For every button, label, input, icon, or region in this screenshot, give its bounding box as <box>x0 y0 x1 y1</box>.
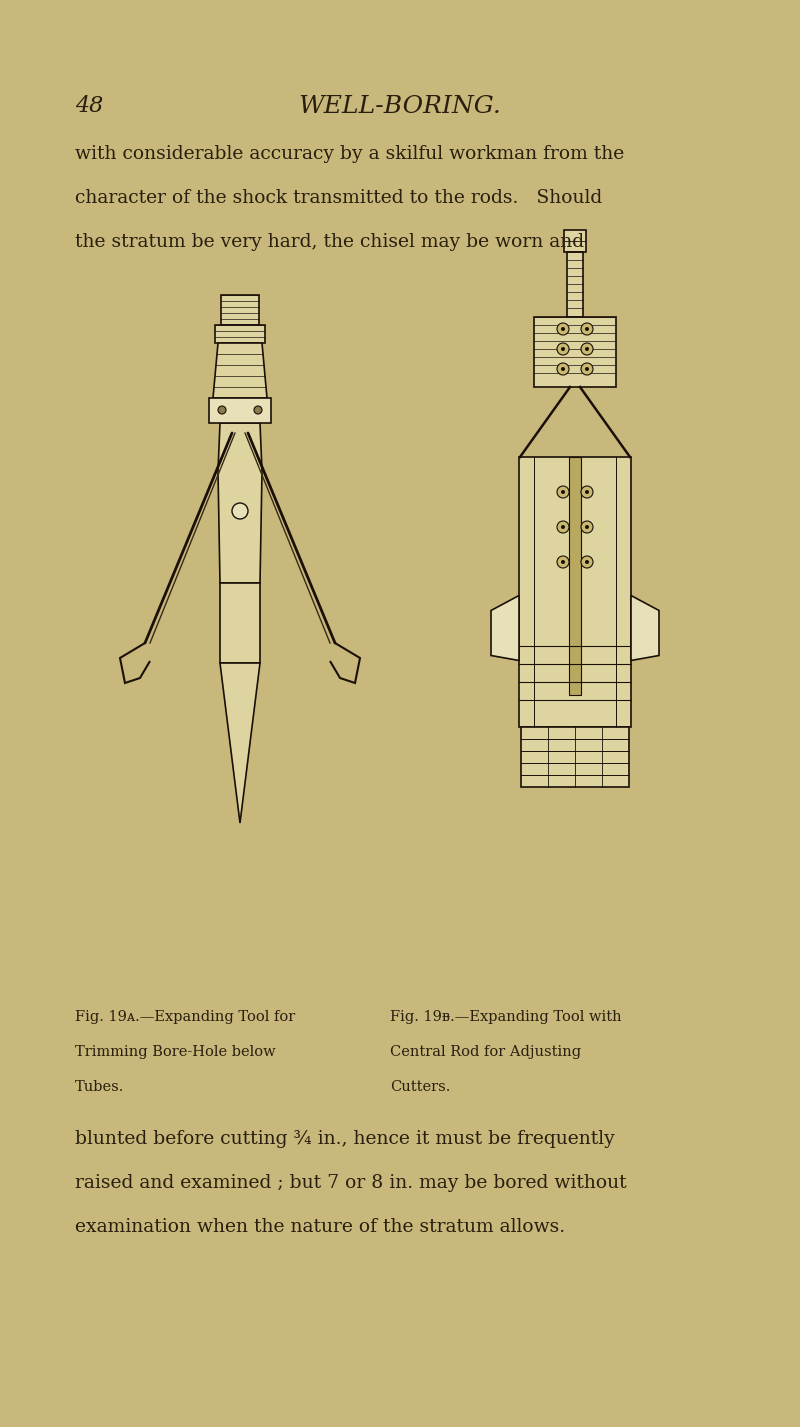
Text: examination when the nature of the stratum allows.: examination when the nature of the strat… <box>75 1219 565 1236</box>
Circle shape <box>557 521 569 534</box>
Bar <box>209 398 271 422</box>
Polygon shape <box>218 422 262 584</box>
Circle shape <box>561 367 565 371</box>
Circle shape <box>557 323 569 335</box>
Bar <box>534 317 616 387</box>
Text: the stratum be very hard, the chisel may be worn and: the stratum be very hard, the chisel may… <box>75 233 584 251</box>
Text: WELL-BORING.: WELL-BORING. <box>298 96 502 118</box>
Text: Tubes.: Tubes. <box>75 1080 124 1095</box>
Text: Trimming Bore-Hole below: Trimming Bore-Hole below <box>75 1045 276 1059</box>
Circle shape <box>561 489 565 494</box>
FancyBboxPatch shape <box>221 295 259 325</box>
Bar <box>519 457 631 726</box>
Circle shape <box>585 327 589 331</box>
Circle shape <box>581 487 593 498</box>
Circle shape <box>557 487 569 498</box>
Circle shape <box>585 347 589 351</box>
Polygon shape <box>213 342 267 398</box>
Bar <box>521 726 629 788</box>
Text: with considerable accuracy by a skilful workman from the: with considerable accuracy by a skilful … <box>75 146 624 163</box>
Bar <box>567 253 583 317</box>
Circle shape <box>581 342 593 355</box>
Circle shape <box>585 367 589 371</box>
Circle shape <box>232 502 248 519</box>
Circle shape <box>561 347 565 351</box>
Text: character of the shock transmitted to the rods.   Should: character of the shock transmitted to th… <box>75 188 602 207</box>
Circle shape <box>585 489 589 494</box>
Text: Fig. 19ᴀ.—Expanding Tool for: Fig. 19ᴀ.—Expanding Tool for <box>75 1010 295 1025</box>
Circle shape <box>557 342 569 355</box>
Bar <box>569 457 581 695</box>
Circle shape <box>585 559 589 564</box>
Circle shape <box>557 557 569 568</box>
Circle shape <box>585 525 589 529</box>
Bar <box>220 584 260 664</box>
Text: Fig. 19ᴃ.—Expanding Tool with: Fig. 19ᴃ.—Expanding Tool with <box>390 1010 622 1025</box>
Text: Central Rod for Adjusting: Central Rod for Adjusting <box>390 1045 581 1059</box>
Circle shape <box>561 525 565 529</box>
Circle shape <box>254 407 262 414</box>
Text: raised and examined ; but 7 or 8 in. may be bored without: raised and examined ; but 7 or 8 in. may… <box>75 1174 626 1192</box>
Circle shape <box>561 327 565 331</box>
Text: Cutters.: Cutters. <box>390 1080 450 1095</box>
Circle shape <box>218 407 226 414</box>
Polygon shape <box>220 664 260 823</box>
Circle shape <box>581 323 593 335</box>
FancyBboxPatch shape <box>564 230 586 253</box>
Text: 48: 48 <box>75 96 103 117</box>
Bar <box>215 325 265 342</box>
Text: blunted before cutting ¾ in., hence it must be frequently: blunted before cutting ¾ in., hence it m… <box>75 1130 614 1147</box>
Circle shape <box>557 362 569 375</box>
Circle shape <box>581 362 593 375</box>
Polygon shape <box>491 595 519 661</box>
Circle shape <box>581 557 593 568</box>
Polygon shape <box>631 595 659 661</box>
Circle shape <box>561 559 565 564</box>
Circle shape <box>581 521 593 534</box>
